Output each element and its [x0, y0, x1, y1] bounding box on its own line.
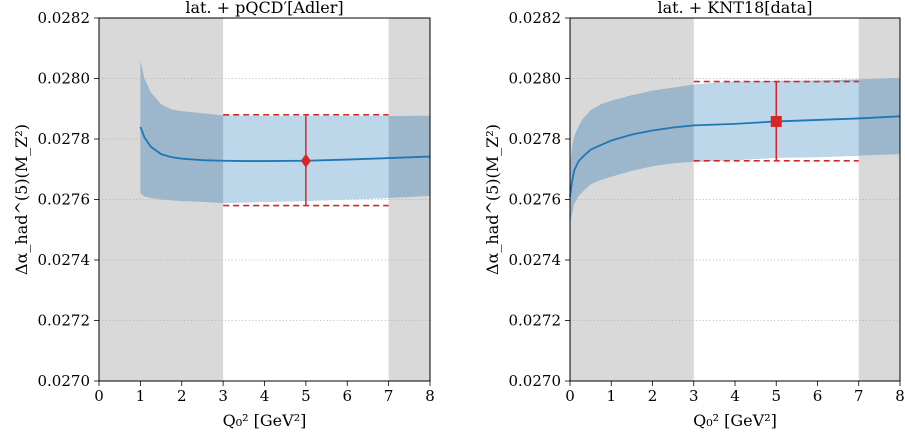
x-tick-label: 0: [565, 387, 575, 405]
chart-title: lat. + KNT18[data]: [658, 0, 813, 17]
x-tick-label: 1: [606, 387, 616, 405]
chart-title: lat. + pQCD′[Adler]: [185, 0, 343, 17]
y-tick-label: 0.0278: [38, 130, 91, 148]
x-tick-label: 3: [689, 387, 699, 405]
central-curve: [139, 126, 431, 162]
x-axis-label: Q₀² [GeV²]: [693, 411, 777, 430]
x-tick-label: 4: [730, 387, 740, 405]
x-tick-label: 7: [384, 387, 394, 405]
right-panel: 0 1 2 3 4 5 6 7 8 0.0270 0.0272 0.0274 0.0276 0.0278 0…: [483, 0, 905, 430]
y-tick-label: 0.0270: [509, 372, 562, 390]
x-axis-label: Q₀² [GeV²]: [223, 411, 307, 430]
y-tick-label: 0.0272: [38, 312, 91, 330]
y-tick-label: 0.0270: [38, 372, 91, 390]
y-tick-label: 0.0282: [509, 9, 562, 27]
central-curve: [569, 115, 901, 197]
x-tick-label: 8: [895, 387, 905, 405]
x-tick-label: 5: [301, 387, 311, 405]
y-tick-label: 0.0276: [509, 191, 562, 209]
x-tick-label: 5: [771, 387, 781, 405]
x-tick-label: 6: [342, 387, 352, 405]
y-tick-label: 0.0272: [509, 312, 562, 330]
y-tick-label: 0.0274: [509, 251, 562, 269]
y-tick-label: 0.0274: [38, 251, 91, 269]
y-tick-label: 0.0280: [38, 70, 91, 88]
data-point-diamond: [300, 153, 311, 168]
x-tick-label: 2: [648, 387, 658, 405]
y-tick-label: 0.0282: [38, 9, 91, 27]
x-tick-label: 8: [425, 387, 435, 405]
y-tick-label: 0.0280: [509, 70, 562, 88]
x-tick-label: 0: [94, 387, 104, 405]
x-tick-label: 4: [260, 387, 270, 405]
left-panel: 0 1 2 3 4 5 6 7 8 0.0270 0.0272 0.0274 0.0276 0.0278 0…: [12, 0, 435, 430]
y-tick-label: 0.0276: [38, 191, 91, 209]
data-point-square: [770, 115, 782, 127]
y-axis-label: Δα_had^(5)(M_Z²): [12, 124, 31, 275]
y-tick-label: 0.0278: [509, 130, 562, 148]
y-axis-label: Δα_had^(5)(M_Z²): [483, 124, 502, 275]
x-tick-label: 3: [218, 387, 228, 405]
x-tick-label: 7: [854, 387, 864, 405]
x-tick-label: 2: [177, 387, 187, 405]
x-tick-label: 6: [813, 387, 823, 405]
x-tick-label: 1: [136, 387, 146, 405]
